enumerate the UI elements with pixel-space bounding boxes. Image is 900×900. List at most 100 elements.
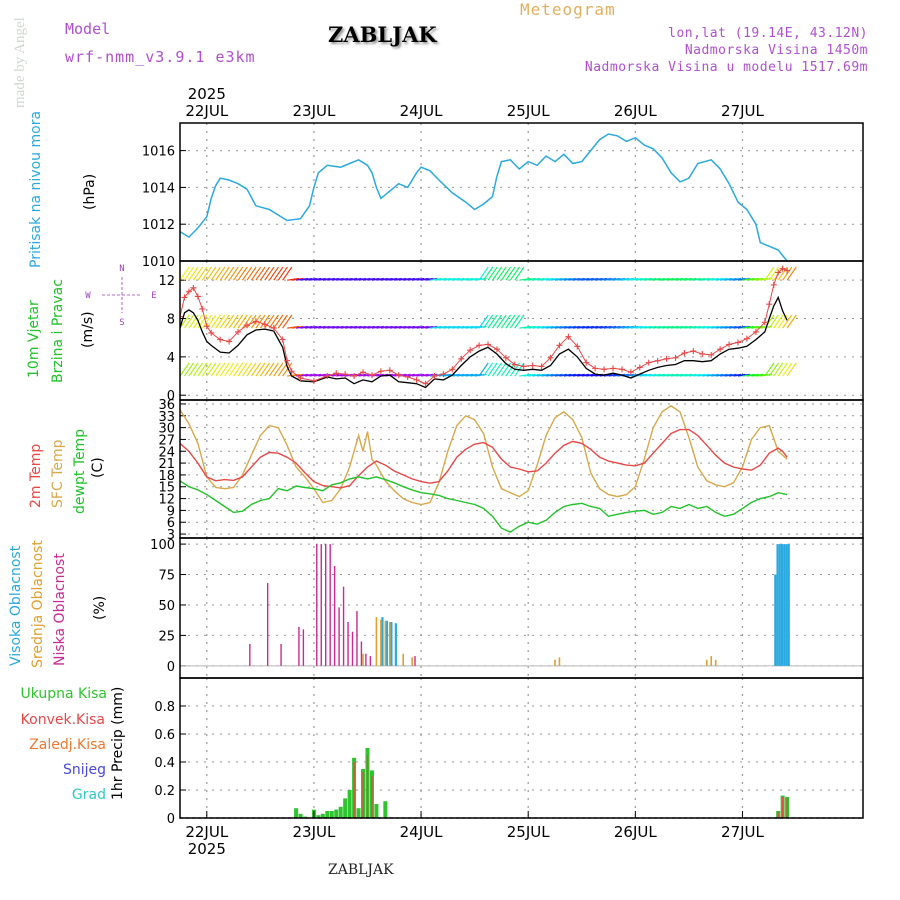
wind-barb: [389, 277, 402, 281]
wind-barb: [443, 325, 456, 329]
wind-gust-marker: [610, 365, 617, 372]
wind-barb: [786, 266, 797, 281]
model-label: Model: [65, 20, 111, 38]
wind-gust-marker: [194, 293, 201, 300]
wind-barb: [309, 277, 322, 281]
wind-barb: [644, 325, 657, 329]
bottom-day-label: 22JUL: [185, 823, 228, 841]
wind-barb: [644, 277, 657, 281]
wind-barb: [653, 277, 666, 281]
wind-gust-marker: [717, 346, 724, 353]
y-tick-label: 0: [167, 812, 175, 827]
top-day-label: 22JUL: [185, 102, 228, 120]
wind-gust-marker: [333, 370, 340, 377]
wind-gust-marker: [556, 342, 563, 349]
wind-gust-marker: [502, 354, 509, 361]
wind-barb: [416, 277, 429, 281]
wind-barb: [728, 373, 742, 377]
wind-barb: [728, 325, 742, 329]
wind-barb: [478, 266, 489, 281]
wind-gust-marker: [775, 269, 782, 276]
y-tick-label: 1012: [142, 218, 175, 233]
wind-barb: [354, 277, 367, 281]
wind-barb: [183, 362, 195, 377]
wind-speed-line: [180, 295, 788, 389]
wind-barb: [724, 277, 737, 281]
y-tick-label: 0.2: [154, 784, 175, 799]
temp-2m-line: [180, 428, 788, 489]
wind-barb: [505, 314, 516, 329]
wind-barb: [666, 373, 679, 377]
precip-total-bar: [383, 801, 388, 818]
wind-barb: [224, 314, 235, 329]
wind-barb: [224, 362, 235, 377]
wind-barb: [733, 373, 746, 377]
wind-barb: [733, 277, 746, 281]
wind-barb: [452, 325, 465, 329]
wind-barb: [183, 314, 195, 329]
wind-gust-marker: [654, 357, 661, 364]
wind-barb: [733, 325, 746, 329]
wind-barb: [340, 325, 353, 329]
mid-cloud-axis-title: Srednja Oblacnost: [30, 540, 46, 668]
wind-barb: [514, 266, 525, 281]
wind-barb: [371, 325, 384, 329]
wind-barb: [219, 314, 230, 329]
wind-barb: [300, 277, 313, 281]
y-tick-label: 0.8: [154, 700, 175, 715]
panel-frame: [179, 677, 864, 819]
wind-barb: [572, 325, 585, 329]
wind-barb: [746, 325, 759, 329]
wind-barb: [206, 362, 217, 377]
wind-barb: [604, 325, 617, 329]
wind-barb: [465, 325, 478, 329]
wind-barb: [425, 277, 438, 281]
wind-gust-marker: [368, 372, 375, 379]
top-day-label: 26JUL: [614, 102, 657, 120]
wind-barb: [188, 266, 199, 281]
wind-barb: [425, 325, 438, 329]
wind-barb: [737, 325, 750, 329]
wind-barb: [237, 314, 248, 329]
wind-gust-marker: [181, 294, 188, 301]
wind-barb: [644, 373, 657, 377]
compass-cross: [102, 277, 142, 313]
wind-barb: [630, 277, 643, 281]
y-tick-label: 27: [158, 433, 175, 448]
wind-barb: [483, 266, 494, 281]
precip-legend-item: Ukupna Kisa: [20, 686, 107, 702]
wind-gust-marker: [185, 288, 192, 295]
wind-barb: [250, 266, 262, 281]
wind-barb: [407, 373, 420, 377]
wind-barb: [688, 277, 701, 281]
wind-barb: [394, 325, 407, 329]
wind-barb: [684, 325, 697, 329]
wind-barb: [394, 277, 407, 281]
y-tick-label: 1016: [142, 145, 175, 160]
wind-gust-marker: [449, 366, 456, 373]
wind-barb: [563, 325, 576, 329]
wind-barb: [528, 277, 541, 281]
wind-barb: [180, 314, 190, 329]
wind-barb: [438, 325, 451, 329]
wind-barb: [559, 325, 572, 329]
wind-barb: [246, 314, 257, 329]
wind-barb: [304, 325, 317, 329]
wind-barb: [720, 277, 733, 281]
wind-barb: [697, 277, 710, 281]
wind-barb: [612, 277, 625, 281]
wind-barb: [635, 325, 648, 329]
wind-barb: [693, 325, 706, 329]
wind-gust-marker: [386, 367, 393, 374]
wind-barb: [608, 325, 621, 329]
top-day-label: 23JUL: [292, 102, 335, 120]
wind-barb: [653, 373, 666, 377]
wind-barb: [545, 325, 559, 329]
wind-barb: [768, 314, 779, 329]
wind-barb: [500, 266, 512, 281]
wind-barb: [259, 362, 271, 377]
wind-barb: [313, 325, 326, 329]
wind-barb: [768, 266, 779, 281]
wind-gust-marker: [284, 357, 291, 364]
